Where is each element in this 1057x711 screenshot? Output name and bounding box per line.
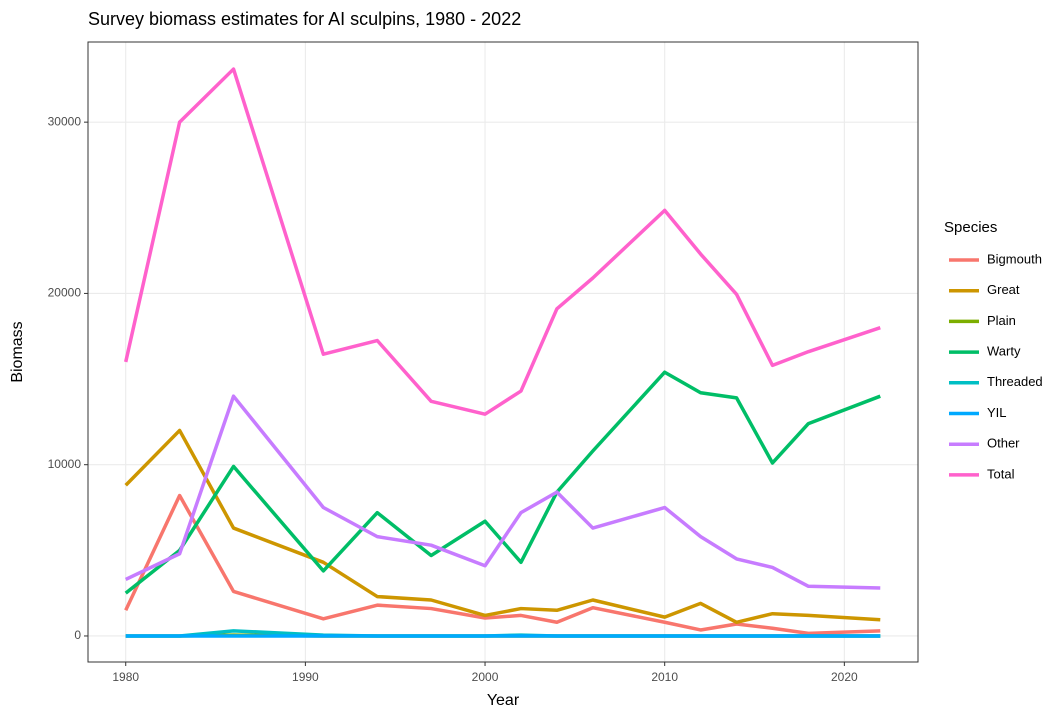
- y-tick-label: 20000: [48, 286, 82, 300]
- x-tick-label: 1980: [112, 670, 139, 684]
- legend-label: Plain: [987, 313, 1016, 328]
- legend-label: Total: [987, 466, 1015, 481]
- legend-label: Warty: [987, 344, 1021, 359]
- legend-label: Great: [987, 282, 1020, 297]
- x-axis-title: Year: [487, 692, 520, 709]
- y-tick-label: 30000: [48, 114, 82, 128]
- y-axis-title: Biomass: [9, 321, 26, 382]
- y-tick-label: 10000: [48, 457, 82, 471]
- chart-title: Survey biomass estimates for AI sculpins…: [88, 9, 521, 29]
- series-line: [124, 394, 881, 590]
- y-tick-label: 0: [74, 628, 81, 642]
- plot-border: [87, 41, 919, 663]
- legend-label: YIL: [987, 405, 1007, 420]
- x-tick-label: 2000: [472, 670, 499, 684]
- x-tick-label: 2020: [831, 670, 858, 684]
- series-line: [124, 370, 881, 595]
- legend-label: Other: [987, 436, 1020, 451]
- plot-background: [88, 42, 918, 662]
- series-line: [124, 428, 881, 625]
- legend-label: Bigmouth: [987, 251, 1042, 266]
- legend-title: Species: [944, 219, 997, 236]
- series-line: [124, 67, 881, 416]
- x-tick-label: 1990: [292, 670, 319, 684]
- legend-label: Threaded: [987, 374, 1043, 389]
- series-line: [124, 493, 881, 636]
- x-tick-label: 2010: [651, 670, 678, 684]
